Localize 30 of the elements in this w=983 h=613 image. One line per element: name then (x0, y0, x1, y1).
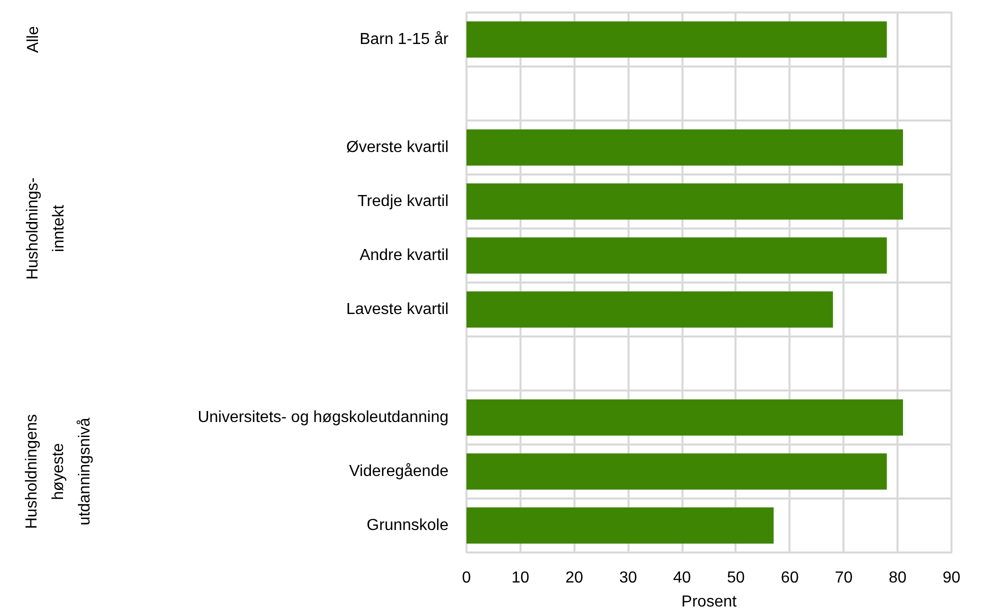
y-tick-label: Barn 1-15 år (360, 31, 450, 48)
bar (466, 183, 903, 220)
bar (466, 129, 903, 166)
y-tick-label: Laveste kvartil (346, 301, 448, 318)
y-tick-label: Øverste kvartil (346, 139, 449, 156)
x-tick-label: 80 (888, 570, 907, 586)
y-tick-label: Videregående (349, 463, 449, 480)
bar (466, 21, 887, 58)
x-tick-label: 90 (942, 570, 960, 586)
bar (466, 291, 833, 328)
bar (466, 399, 903, 436)
y-tick-label: Universitets- og høgskoleutdanning (198, 409, 449, 426)
x-tick-label: 20 (565, 570, 584, 586)
x-tick-label: 0 (462, 570, 472, 586)
bar (466, 453, 887, 490)
text: Alle (25, 26, 42, 53)
y-tick-label: Tredje kvartil (358, 193, 448, 210)
bar (466, 237, 887, 274)
y-tick-label: Grunnskole (366, 517, 449, 534)
bar (466, 507, 774, 544)
text: Husholdnings- inntekt (24, 177, 68, 280)
x-tick-label: 60 (780, 570, 799, 586)
x-tick-label: 30 (619, 570, 638, 586)
x-tick-label: 40 (673, 570, 692, 586)
y-tick-label: Andre kvartil (360, 247, 448, 264)
x-axis-title: Prosent (681, 594, 738, 610)
text: Husholdningens høyeste utdanningsnivå (24, 414, 94, 529)
x-tick-label: 70 (834, 570, 853, 586)
x-tick-label: 50 (727, 570, 745, 586)
x-tick-label: 10 (511, 570, 530, 586)
